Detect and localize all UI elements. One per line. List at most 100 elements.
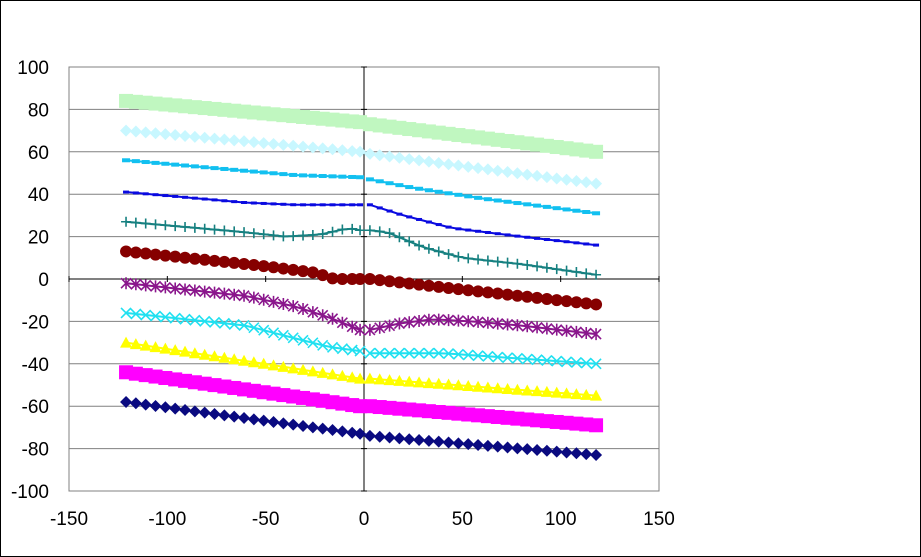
data-point: [543, 238, 550, 242]
data-point: [228, 410, 241, 423]
data-point: [403, 153, 416, 166]
data-point: [318, 174, 327, 179]
y-tick-label: -60: [22, 397, 49, 418]
data-point: [326, 424, 339, 437]
data-point: [228, 256, 241, 269]
data-point: [482, 316, 494, 329]
data-point: [337, 224, 348, 235]
data-point: [140, 279, 152, 292]
data-point: [316, 142, 329, 155]
data-point: [504, 233, 511, 237]
data-point: [277, 417, 290, 430]
data-point: [533, 203, 542, 208]
data-point: [472, 380, 485, 392]
data-point: [433, 246, 444, 257]
data-point: [452, 159, 465, 172]
data-point: [297, 420, 310, 433]
data-point: [580, 448, 593, 461]
data-point: [228, 318, 240, 330]
data-point: [297, 265, 310, 278]
data-point: [159, 128, 172, 141]
data-point: [181, 163, 190, 168]
data-point: [247, 356, 260, 368]
data-point: [373, 274, 386, 287]
data-point: [208, 286, 221, 299]
data-point: [298, 230, 309, 241]
data-point: [300, 203, 307, 207]
data-point: [560, 295, 573, 308]
data-point: [422, 279, 435, 292]
data-point: [179, 313, 191, 325]
data-point: [129, 125, 142, 138]
data-point: [462, 380, 475, 392]
data-point: [219, 225, 230, 236]
data-point: [521, 443, 534, 456]
data-point: [287, 332, 299, 344]
data-point: [540, 171, 553, 184]
data-point: [354, 427, 367, 440]
data-point: [257, 357, 270, 369]
data-point: [319, 203, 326, 207]
data-point: [129, 397, 142, 410]
data-point: [346, 145, 359, 158]
data-point: [198, 406, 211, 419]
data-point: [159, 249, 172, 262]
data-point: [208, 350, 221, 362]
series-6: [120, 277, 602, 341]
data-point: [327, 226, 338, 237]
data-point: [218, 133, 231, 146]
data-point: [339, 203, 346, 207]
data-point: [423, 313, 435, 326]
data-point: [129, 338, 142, 350]
x-tick-labels: -150 -100 -50 0 50 100 150: [50, 509, 675, 530]
y-tick-label: 60: [28, 143, 49, 164]
data-point: [297, 303, 309, 316]
data-point: [198, 131, 211, 144]
data-point: [560, 387, 573, 399]
data-point: [308, 173, 317, 178]
data-point: [306, 266, 319, 279]
data-point: [383, 374, 396, 386]
data-point: [179, 403, 192, 416]
data-point: [140, 309, 152, 321]
data-point: [347, 223, 358, 234]
data-point: [502, 352, 514, 364]
data-point: [229, 226, 240, 237]
data-point: [462, 315, 474, 328]
data-point: [582, 210, 591, 215]
series-5: [120, 245, 603, 311]
data-point: [511, 352, 523, 364]
data-point: [590, 298, 603, 311]
data-point: [590, 358, 602, 370]
data-point: [169, 282, 181, 295]
data-point: [149, 280, 162, 293]
data-point: [190, 164, 199, 169]
data-point: [494, 232, 501, 236]
data-point: [249, 169, 258, 174]
data-point: [385, 181, 394, 186]
data-point: [416, 217, 423, 221]
data-point: [465, 228, 472, 232]
data-point: [366, 203, 373, 207]
data-point: [287, 362, 300, 374]
data-point: [590, 389, 603, 401]
data-point: [452, 437, 465, 450]
data-point: [180, 221, 191, 232]
data-point: [404, 236, 415, 247]
data-point: [201, 197, 208, 201]
data-point: [309, 203, 316, 207]
data-point: [306, 141, 319, 154]
data-point: [524, 235, 531, 239]
data-point: [120, 395, 133, 408]
data-point: [210, 166, 219, 171]
data-point: [452, 314, 464, 327]
data-point: [551, 264, 562, 275]
data-point: [179, 129, 192, 142]
data-point: [162, 194, 169, 198]
data-point: [279, 172, 288, 177]
data-point: [120, 245, 133, 258]
data-point: [239, 227, 250, 238]
data-point: [482, 350, 494, 362]
data-point: [406, 215, 413, 219]
data-point: [199, 285, 211, 298]
